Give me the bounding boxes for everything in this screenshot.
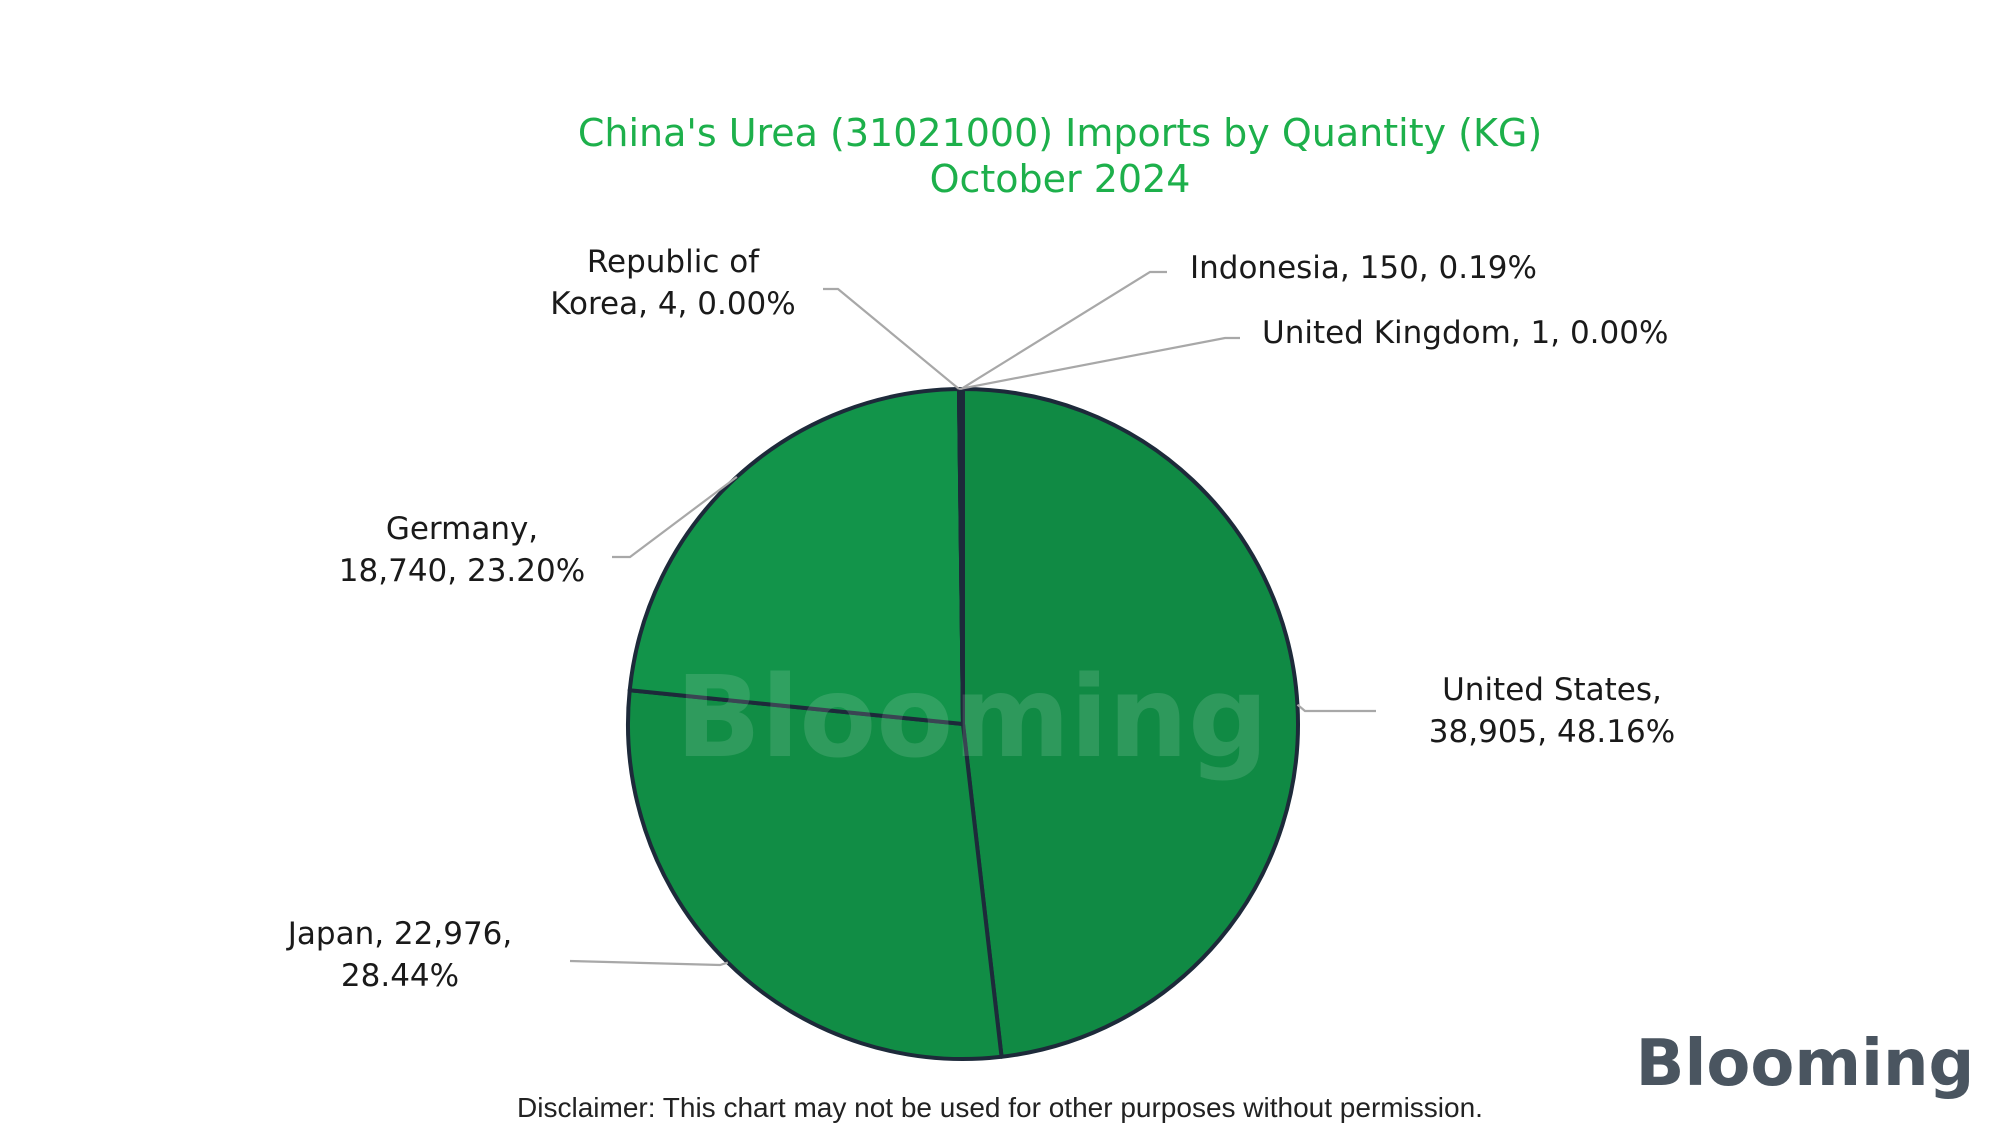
- pie-slice-united-states: [961, 387, 1300, 1059]
- pie-slices: [626, 387, 1300, 1061]
- pie-slice-japan: [626, 688, 1004, 1061]
- data-label-germany: Germany, 18,740, 23.20%: [339, 511, 585, 589]
- data-label-japan: Japan, 22,976, 28.44%: [286, 916, 513, 994]
- logo-text: Blooming: [1636, 1027, 1975, 1101]
- data-label-republic-of-korea: Republic of Korea, 4, 0.00%: [550, 244, 796, 322]
- leader-line-united-states: [1296, 703, 1376, 713]
- data-label-indonesia: Indonesia, 150, 0.19%: [1190, 250, 1537, 286]
- leader-line-indonesia: [960, 270, 1167, 390]
- chart-title: China's Urea (31021000) Imports by Quant…: [578, 111, 1542, 155]
- blooming-logo: Blooming: [1636, 1027, 1975, 1101]
- leader-line-japan: [569, 959, 729, 967]
- pie-slice-germany: [627, 387, 965, 726]
- chart-subtitle: October 2024: [930, 157, 1191, 201]
- leader-lines: [569, 270, 1376, 967]
- leader-line-united-kingdom: [958, 336, 1240, 391]
- leader-line-germany: [612, 475, 738, 559]
- watermark: Blooming: [676, 653, 1269, 783]
- data-label-united-kingdom: United Kingdom, 1, 0.00%: [1262, 315, 1668, 351]
- slice-labels: United States, 38,905, 48.16% Japan, 22,97…: [286, 244, 1675, 994]
- data-label-united-states: United States, 38,905, 48.16%: [1429, 672, 1675, 750]
- disclaimer: Disclaimer: This chart may not be used f…: [517, 1092, 1483, 1123]
- leader-line-republic-of-korea: [823, 287, 960, 390]
